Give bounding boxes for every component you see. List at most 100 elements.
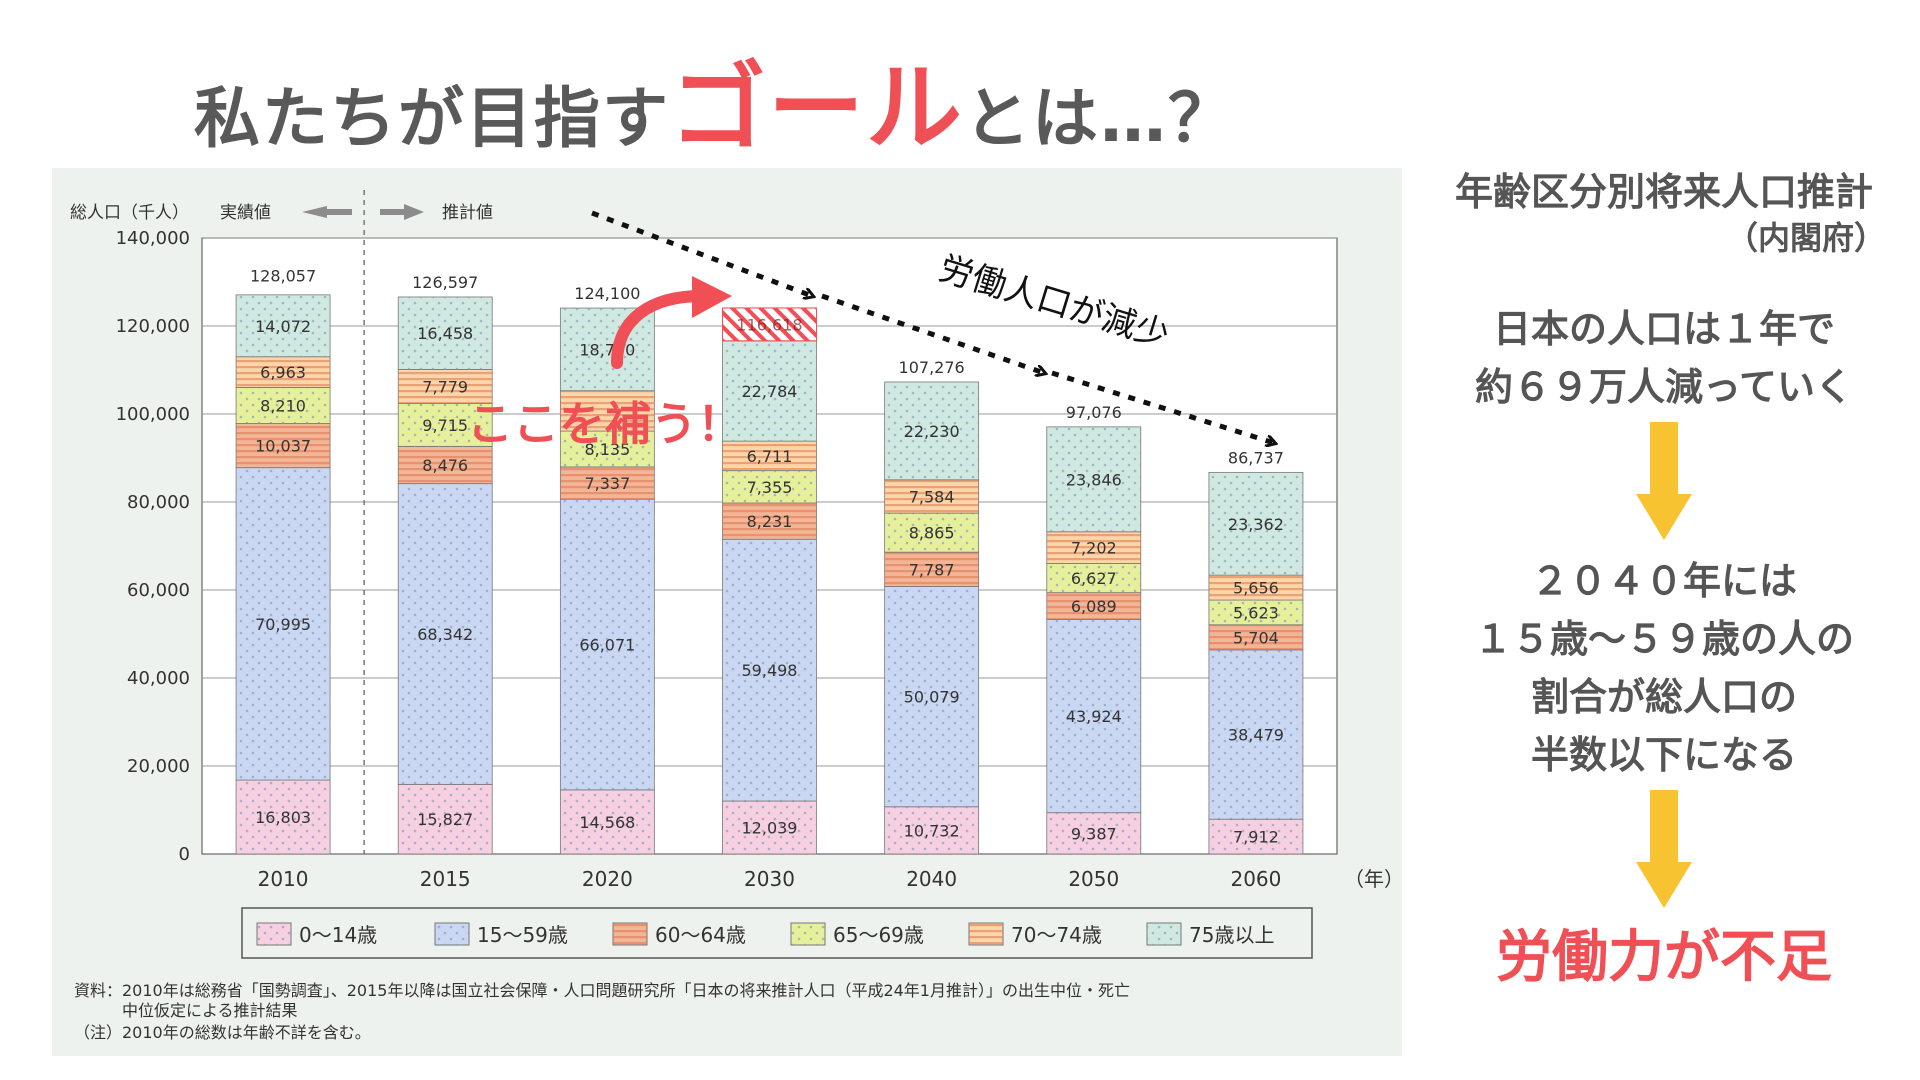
- bar-total-label: 126,597: [412, 273, 478, 292]
- x-tick-label: 2010: [258, 867, 309, 891]
- legend-swatch-texture: [791, 923, 825, 945]
- fill-gap-annotation: ここを補う！: [467, 397, 743, 451]
- segment-value-label: 10,732: [904, 821, 960, 840]
- segment-value-label: 68,342: [417, 625, 473, 644]
- segment-value-label: 14,072: [255, 317, 311, 336]
- legend-swatch-texture: [257, 923, 291, 945]
- x-tick-label: 2020: [582, 867, 633, 891]
- segment-value-label: 9,387: [1071, 824, 1117, 843]
- source-note-line2: 中位仮定による推計結果: [122, 1001, 298, 1020]
- segment-value-label: 7,337: [584, 474, 630, 493]
- bar-segment-texture: [722, 503, 817, 540]
- y-tick-label: 140,000: [116, 228, 190, 249]
- legend-label: 60〜64歳: [655, 923, 746, 947]
- segment-value-label: 6,089: [1071, 597, 1117, 616]
- summary-source: （内閣府）: [1725, 219, 1886, 257]
- bar-segment-texture: [398, 369, 493, 404]
- population-chart: 総人口（千人） 実績値 推計値 0 20,000 40,000 60,000 80,00…: [70, 190, 1402, 1042]
- bar-segment-texture: [884, 806, 979, 854]
- actual-label: 実績値: [220, 203, 271, 223]
- bar-segment-texture: [560, 789, 655, 854]
- y-axis-title: 総人口（千人）: [70, 203, 189, 223]
- bar-segment-texture: [1046, 619, 1141, 813]
- bar-segment-texture: [560, 390, 655, 432]
- bar-segment-texture: [1208, 624, 1303, 650]
- projection-label: 推計値: [442, 203, 493, 223]
- segment-value-label: 50,079: [904, 688, 960, 707]
- headline-pre: 私たちが目指す: [194, 80, 670, 157]
- bar-segment-texture: [884, 552, 979, 587]
- decline-arrow-2: [821, 293, 1044, 373]
- bar-segment-texture: [884, 479, 979, 514]
- bar-segment-texture: [236, 780, 331, 854]
- bar-segment-texture: [560, 466, 655, 500]
- segment-value-label: 5,704: [1233, 628, 1279, 647]
- segment-value-label: 8,135: [584, 440, 630, 459]
- segment-value-label: 7,584: [909, 487, 955, 506]
- legend-swatch-texture: [435, 923, 469, 945]
- segment-value-label: 7,202: [1071, 539, 1117, 558]
- bar-segment-texture: [560, 431, 655, 467]
- segment-value-label: 9,715: [422, 416, 468, 435]
- segment-value-label: 10,037: [255, 437, 311, 456]
- fill-gap-arrowhead-icon: [692, 276, 732, 318]
- segment-value-label: 6,963: [260, 363, 306, 382]
- x-tick-label: 2060: [1230, 867, 1281, 891]
- bar-segment-texture: [398, 483, 493, 785]
- segment-value-label: 15,827: [417, 810, 473, 829]
- segment-value-label: 18,790: [579, 340, 635, 359]
- segment-value-label: 70,995: [255, 615, 311, 634]
- summary-point-2-line3: 割合が総人口の: [1530, 675, 1797, 719]
- x-tick-label: 2030: [744, 867, 795, 891]
- segment-value-label: 59,498: [742, 661, 798, 680]
- summary-title: 年齢区分別将来人口推計: [1454, 170, 1873, 214]
- y-tick-label: 0: [179, 844, 190, 865]
- bar-segment-texture: [1208, 575, 1303, 601]
- bar-segment-texture: [1046, 812, 1141, 854]
- bar-segment-texture: [1046, 563, 1141, 593]
- segment-value-label: 8,476: [422, 456, 468, 475]
- segment-value-label: 6,627: [1071, 569, 1117, 588]
- segment-value-label: 12,039: [742, 819, 798, 838]
- segment-value-label: 38,479: [1228, 726, 1284, 745]
- y-tick-label: 60,000: [127, 580, 190, 601]
- segment-value-label: 7,355: [747, 478, 793, 497]
- segment-value-label: 16,458: [417, 324, 473, 343]
- bar-segment-texture: [884, 586, 979, 807]
- bar-segment-texture: [1208, 600, 1303, 625]
- x-tick-label: 2050: [1068, 867, 1119, 891]
- legend-swatch-texture: [969, 923, 1003, 945]
- bar-segment-texture: [560, 499, 655, 790]
- summary-point-1: 日本の人口は１年で 約６９万人減っていく: [1424, 300, 1904, 416]
- summary-point-2-line1: ２０４０年には: [1530, 559, 1797, 603]
- down-arrow-icon: [1636, 422, 1692, 540]
- summary-conclusion: 労働力が不足: [1496, 925, 1832, 990]
- summary-point-1-line2: 約６９万人減っていく: [1474, 365, 1854, 409]
- bar-segment-texture: [398, 446, 493, 484]
- source-note-line3: （注）2010年の総数は年齢不詳を含む。: [74, 1023, 371, 1042]
- down-arrow-icon: [1636, 790, 1692, 908]
- bar-segment-texture: [236, 356, 331, 388]
- fill-gap-arrow: [611, 290, 708, 369]
- chart-panel: 総人口（千人） 実績値 推計値 0 20,000 40,000 60,000 80,00…: [52, 168, 1402, 1056]
- segment-value-label: 7,912: [1233, 828, 1279, 847]
- segment-value-label: 5,656: [1233, 579, 1279, 598]
- legend-swatch-texture: [613, 923, 647, 945]
- segment-value-label: 16,803: [255, 808, 311, 827]
- y-tick-label: 80,000: [127, 492, 190, 513]
- bar-segment-texture: [722, 801, 817, 854]
- bar-segment-texture: [398, 296, 493, 370]
- segment-value-label: 14,568: [579, 813, 635, 832]
- bar-segment-texture: [722, 340, 817, 442]
- bar-segment-texture: [398, 403, 493, 447]
- summary-point-2: ２０４０年には １５歳〜５９歳の人の 割合が総人口の 半数以下になる: [1424, 552, 1904, 784]
- bar-segment-texture: [236, 467, 331, 781]
- x-tick-label: 2040: [906, 867, 957, 891]
- actual-arrow-icon: [302, 206, 352, 218]
- headline-goal: ゴール: [670, 52, 964, 164]
- bar-segment-texture: [1046, 592, 1141, 620]
- bar-segment-texture: [884, 381, 979, 480]
- bar-segment-texture: [236, 387, 331, 424]
- segment-value-label: 66,071: [579, 636, 635, 655]
- bar-segment-texture: [1208, 649, 1303, 820]
